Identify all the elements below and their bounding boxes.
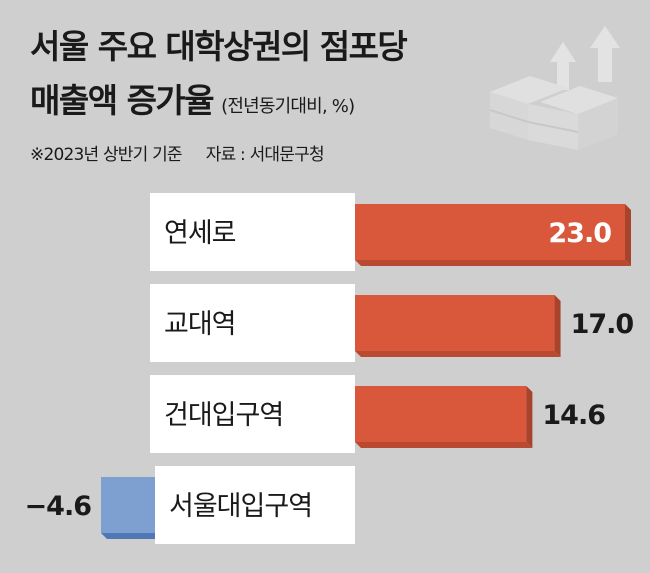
category-box-2 [150,375,355,453]
category-label-1: 교대역 [164,309,236,340]
bar-2 [355,386,527,442]
bar-bottom-2 [355,442,533,448]
box-stack-line-2 [527,121,579,133]
bars-group: 연세로 23.0 교대역 17.0 건대입구역 14.6 서울대입구역 −4.6 [25,193,634,544]
chart-title-line2-text: 매출액 증가율 [30,81,215,120]
up-arrow-left [550,42,576,90]
bar-1 [355,295,555,351]
chart-title-line1: 서울 주요 대학상권의 점포당 [30,27,408,66]
bar-bottom-3 [101,533,155,539]
bar-bottom-0 [355,260,631,266]
category-box-3 [155,466,355,544]
source-note: 자료 : 서대문구청 [205,145,325,165]
up-arrow-right [590,26,620,82]
box-stack-side-far [578,98,618,150]
bar-side-0 [625,204,631,266]
box-stack-top-right [540,86,618,114]
basis-note: ※2023년 상반기 기준 [30,145,183,165]
note-line: ※2023년 상반기 기준 자료 : 서대문구청 [30,140,325,165]
box-stack-line-1 [489,109,529,123]
bar-3 [101,477,155,533]
category-box-0 [150,193,355,271]
value-label-1: 17.0 [571,309,634,340]
box-stack-growth-icon [489,26,620,150]
category-box-1 [150,284,355,362]
value-label-0: 23.0 [548,218,611,249]
unit-label: (전년동기대비, %) [221,96,355,117]
bar-0 [355,204,625,260]
value-label-3: −4.6 [25,491,92,522]
category-label-0: 연세로 [164,218,236,249]
box-stack-top-left [490,76,568,104]
chart-title-line2: 매출액 증가율 (전년동기대비, %) [30,81,355,120]
bar-side-2 [526,386,533,448]
bar-side-1 [554,295,561,357]
bar-bottom-1 [355,351,561,357]
category-label-2: 건대입구역 [164,400,283,431]
value-label-2: 14.6 [542,400,605,431]
category-label-3: 서울대입구역 [169,491,312,522]
